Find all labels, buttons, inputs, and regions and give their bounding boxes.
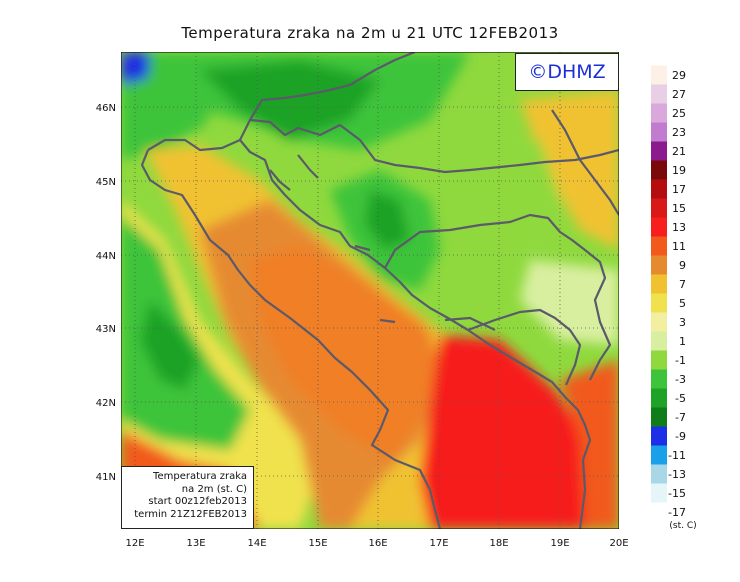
- legend-swatch: [651, 84, 667, 104]
- info-line: termin 21Z12FEB2013: [134, 508, 247, 520]
- legend-swatch: [651, 369, 667, 389]
- legend-label: -1: [675, 354, 686, 367]
- lon-label: 15E: [308, 538, 327, 549]
- legend-swatch: [651, 160, 667, 180]
- legend-label: -15: [668, 487, 686, 500]
- legend-swatch: [651, 103, 667, 123]
- info-line: start 00z12feb2013: [148, 496, 247, 507]
- color-legend: 29 27 25 23 21 19 17 15 13 11 9 7 5 3 1 -1 -3 -5 -7 -9 -11 -1…: [651, 65, 697, 531]
- legend-label: -9: [675, 430, 686, 443]
- legend-label: 5: [679, 297, 686, 310]
- legend-swatch: [651, 65, 667, 85]
- legend-swatch: [651, 407, 667, 427]
- legend-swatch: [651, 122, 667, 142]
- legend-label: 9: [679, 259, 686, 272]
- legend-label: -5: [675, 392, 686, 405]
- legend-label: 3: [679, 316, 686, 329]
- legend-swatch: [651, 179, 667, 199]
- legend-label: 11: [672, 240, 686, 253]
- lon-label: 12E: [125, 538, 144, 549]
- lat-label: 43N: [96, 324, 116, 335]
- legend-label: 29: [672, 69, 686, 82]
- legend-label: 23: [672, 126, 686, 139]
- lon-label: 19E: [550, 538, 569, 549]
- legend-label: 15: [672, 202, 686, 215]
- legend-label: -7: [675, 411, 686, 424]
- legend-swatch: [651, 312, 667, 332]
- lat-label: 44N: [96, 251, 116, 262]
- legend-swatch: [651, 274, 667, 294]
- lon-label: 17E: [429, 538, 448, 549]
- legend-label: -3: [675, 373, 686, 386]
- legend-swatch: [651, 217, 667, 237]
- copyright-box: ©DHMZ: [515, 53, 619, 91]
- lat-label: 41N: [96, 472, 116, 483]
- legend-swatch: [651, 464, 667, 484]
- lat-label: 42N: [96, 398, 116, 409]
- legend-label: 1: [679, 335, 686, 348]
- lon-label: 13E: [186, 538, 205, 549]
- lon-label: 14E: [247, 538, 266, 549]
- legend-swatch: [651, 483, 667, 503]
- info-line: Temperatura zraka: [153, 471, 247, 482]
- lon-label: 20E: [609, 538, 628, 549]
- legend-label: 7: [679, 278, 686, 291]
- info-line: na 2m (st. C): [181, 483, 247, 495]
- legend-label: 21: [672, 145, 686, 158]
- legend-swatch: [651, 426, 667, 446]
- lat-label: 45N: [96, 177, 116, 188]
- legend-label: -11: [668, 449, 686, 462]
- legend-swatch: [651, 293, 667, 313]
- lat-lon-grid: [121, 52, 619, 529]
- lon-label: 16E: [368, 538, 387, 549]
- coastlines-borders: [140, 52, 619, 529]
- legend-label: -17: [668, 506, 686, 519]
- lon-label: 18E: [489, 538, 508, 549]
- legend-swatch: [651, 331, 667, 351]
- lat-axis: 46N 45N 44N 43N 42N 41N: [96, 103, 116, 483]
- info-box: Temperatura zraka na 2m (st. C) start 00…: [121, 466, 254, 529]
- legend-label: 17: [672, 183, 686, 196]
- legend-label: 27: [672, 88, 686, 101]
- legend-swatch: [651, 502, 667, 522]
- legend-unit: (st. C): [669, 521, 696, 531]
- legend-label: -13: [668, 468, 686, 481]
- legend-swatch: [651, 198, 667, 218]
- map-title: Temperatura zraka na 2m u 21 UTC 12FEB20…: [181, 24, 559, 42]
- legend-label: 19: [672, 164, 686, 177]
- lon-axis: 12E 13E 14E 15E 16E 17E 18E 19E 20E: [125, 538, 628, 549]
- legend-swatch: [651, 255, 667, 275]
- legend-swatch: [651, 388, 667, 408]
- legend-swatch: [651, 350, 667, 370]
- legend-swatch: [651, 236, 667, 256]
- legend-swatch: [651, 141, 667, 161]
- temperature-field: [121, 52, 619, 529]
- legend-label: 13: [672, 221, 686, 234]
- lat-label: 46N: [96, 103, 116, 114]
- legend-swatch: [651, 445, 667, 465]
- legend-label: 25: [672, 107, 686, 120]
